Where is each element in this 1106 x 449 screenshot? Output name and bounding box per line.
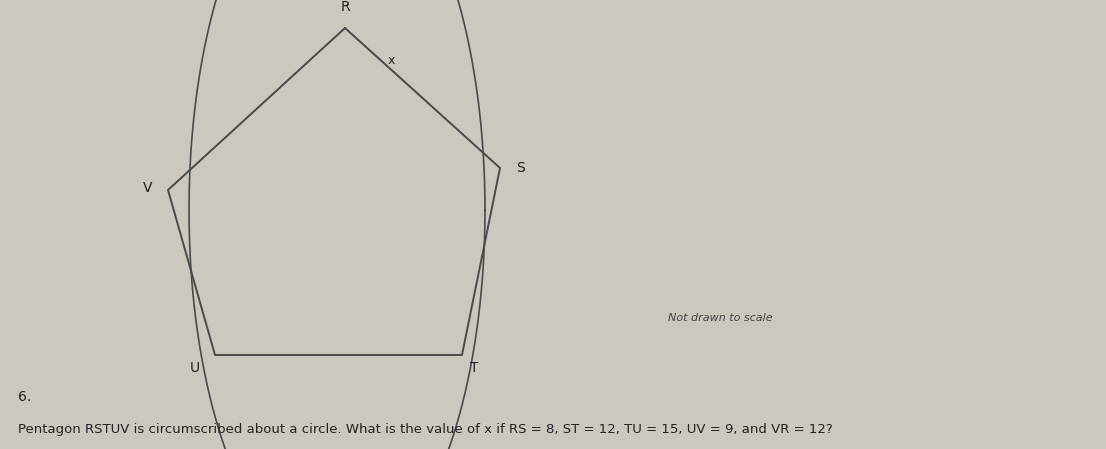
Text: Pentagon RSTUV is circumscribed about a circle. What is the value of x if RS = 8: Pentagon RSTUV is circumscribed about a … <box>18 423 833 436</box>
Text: T: T <box>470 361 479 375</box>
Text: Not drawn to scale: Not drawn to scale <box>668 313 772 323</box>
Text: 6.: 6. <box>18 390 31 404</box>
Text: V: V <box>143 181 152 195</box>
Text: R: R <box>341 0 349 14</box>
Text: U: U <box>190 361 200 375</box>
Text: x: x <box>388 53 395 66</box>
Text: S: S <box>517 161 524 175</box>
